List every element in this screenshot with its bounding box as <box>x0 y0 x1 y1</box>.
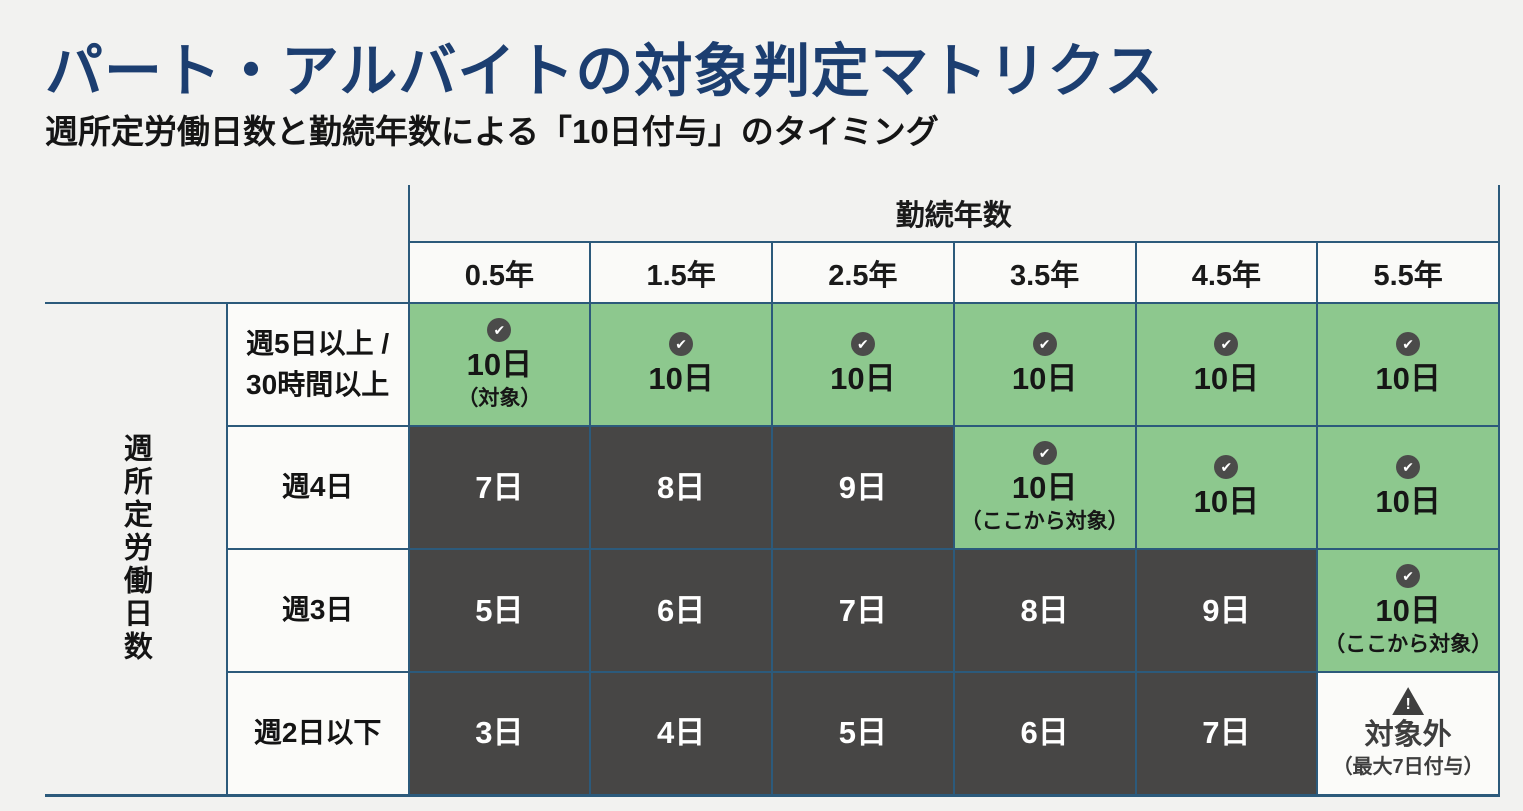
check-icon: ✔ <box>1396 455 1421 480</box>
page-title: パート・アルバイトの対象判定マトリクス <box>45 39 1164 104</box>
matrix-cell-r2c6: ✔ 10日 <box>1316 425 1500 550</box>
row-header-1: 週5日以上 / 30時間以上 <box>225 302 410 427</box>
row-header-line: 週4日 <box>281 471 354 503</box>
col-axis-row: 勤続年数 <box>45 185 1500 243</box>
matrix-cell-r3c6: ✔ 10日 （ここから対象） <box>1316 548 1500 673</box>
matrix-cell-r4c6: ! 対象外 （最大7日付与） <box>1316 671 1500 797</box>
cell-value: 7日 <box>838 592 887 628</box>
cell-value: 6日 <box>657 592 706 628</box>
cell-value: 対象外 <box>1364 719 1452 752</box>
matrix-cell-r2c1: 7日 <box>407 425 592 550</box>
cell-value: 10日 <box>830 361 896 397</box>
matrix-cell-r1c1: ✔ 10日 （対象） <box>407 302 592 427</box>
matrix-cell-r4c5: 7日 <box>1134 671 1319 797</box>
matrix-cell-r3c3: 7日 <box>771 548 955 673</box>
matrix-cell-r4c4: 6日 <box>952 671 1137 797</box>
column-header-6: 5.5年 <box>1316 241 1500 304</box>
cell-note: （対象） <box>457 386 542 410</box>
cell-value: 6日 <box>1020 715 1069 751</box>
check-icon: ✔ <box>487 318 512 343</box>
spacer-cell <box>45 242 409 303</box>
row-header-line: 30時間以上 <box>246 368 390 400</box>
cell-value: 8日 <box>1020 592 1069 628</box>
cell-value: 7日 <box>1202 715 1251 751</box>
cell-note: （ここから対象） <box>960 509 1129 533</box>
matrix-cell-r4c3: 5日 <box>771 671 955 797</box>
matrix-head: 勤続年数 0.5年 1.5年 2.5年 3.5年 4.5年 5.5年 <box>45 185 1500 304</box>
column-header-5: 4.5年 <box>1134 241 1319 304</box>
cell-value: 5日 <box>475 592 524 628</box>
matrix-row-4: 週2日以下 3日 4日 5日 6日 7日! 対象外 （最大7日付与） <box>45 671 1500 797</box>
cell-value: 3日 <box>475 715 524 751</box>
matrix-cell-r1c6: ✔ 10日 <box>1316 302 1500 427</box>
matrix-cell-r1c2: ✔ 10日 <box>589 302 773 427</box>
column-header-4: 3.5年 <box>952 241 1137 304</box>
cell-value: 10日 <box>1193 361 1260 397</box>
matrix-cell-r4c2: 4日 <box>589 671 773 797</box>
eligibility-matrix: 勤続年数 0.5年 1.5年 2.5年 3.5年 4.5年 5.5年 週所定労働日数 週5日… <box>45 185 1500 797</box>
row-header-2: 週4日 <box>225 425 410 550</box>
check-icon: ✔ <box>669 332 694 357</box>
cell-note: （ここから対象） <box>1324 632 1493 656</box>
check-icon: ✔ <box>1032 441 1057 466</box>
cell-value: 10日 <box>1375 593 1441 629</box>
matrix-cell-r2c2: 8日 <box>589 425 773 550</box>
check-icon: ✔ <box>1214 455 1239 480</box>
matrix-cell-r2c3: 9日 <box>771 425 955 550</box>
cell-value: 10日 <box>1193 484 1260 520</box>
matrix-cell-r1c3: ✔ 10日 <box>771 302 955 427</box>
matrix-cell-r4c1: 3日 <box>407 671 592 797</box>
matrix-cell-r2c5: ✔ 10日 <box>1134 425 1319 550</box>
column-header-row: 0.5年 1.5年 2.5年 3.5年 4.5年 5.5年 <box>45 241 1500 304</box>
cell-value: 8日 <box>657 469 706 505</box>
cell-value: 4日 <box>657 715 706 751</box>
cell-value: 9日 <box>838 469 887 505</box>
page-subtitle: 週所定労働日数と勤続年数による「10日付与」のタイミング <box>45 113 939 150</box>
matrix-body: 週所定労働日数 週5日以上 / 30時間以上 ✔ 10日 （対象） ✔ 10日 ✔ 10日 ✔ 10日… <box>45 302 1500 797</box>
cell-value: 10日 <box>1011 361 1078 397</box>
matrix-cell-r3c1: 5日 <box>407 548 592 673</box>
cell-value: 9日 <box>1202 592 1251 628</box>
cell-value: 10日 <box>1375 484 1441 520</box>
row-header-line: 週5日以上 / <box>246 327 390 359</box>
cell-value: 10日 <box>1375 361 1441 397</box>
cell-value: 10日 <box>648 361 714 397</box>
col-axis-label: 勤続年数 <box>407 185 1500 243</box>
column-header-2: 1.5年 <box>589 241 773 304</box>
cell-value: 10日 <box>466 347 533 383</box>
check-icon: ✔ <box>850 332 875 357</box>
matrix-cell-r3c4: 8日 <box>952 548 1137 673</box>
row-header-line: 週2日以下 <box>253 716 382 748</box>
matrix-cell-r1c4: ✔ 10日 <box>952 302 1137 427</box>
cell-note: （最大7日付与） <box>1332 756 1484 779</box>
matrix-cell-r3c5: 9日 <box>1134 548 1319 673</box>
matrix-cell-r2c4: ✔ 10日 （ここから対象） <box>952 425 1137 550</box>
cell-value: 10日 <box>1011 470 1078 506</box>
check-icon: ✔ <box>1032 332 1057 357</box>
matrix-cell-r1c5: ✔ 10日 <box>1134 302 1319 427</box>
check-icon: ✔ <box>1396 564 1421 589</box>
row-header-3: 週3日 <box>225 548 410 673</box>
cell-value: 7日 <box>475 469 524 505</box>
check-icon: ✔ <box>1396 332 1421 357</box>
cell-value: 5日 <box>838 715 887 751</box>
matrix-row-3: 週3日 5日 6日 7日 8日 9日 ✔ 10日 （ここから対象） <box>45 548 1500 673</box>
spacer-cell <box>45 185 409 242</box>
check-icon: ✔ <box>1214 332 1239 357</box>
row-axis-label: 週所定労働日数 <box>45 302 228 797</box>
matrix-cell-r3c2: 6日 <box>589 548 773 673</box>
column-header-1: 0.5年 <box>407 241 592 304</box>
warning-icon: ! <box>1392 687 1425 716</box>
row-header-4: 週2日以下 <box>225 671 410 797</box>
matrix-row-1: 週所定労働日数 週5日以上 / 30時間以上 ✔ 10日 （対象） ✔ 10日 ✔ 10日 ✔ 10日… <box>45 302 1500 797</box>
matrix-row-2: 週4日 7日 8日 9日 ✔ 10日 （ここから対象） ✔ 10日 ✔ 10日 <box>45 425 1500 550</box>
column-header-3: 2.5年 <box>771 241 955 304</box>
row-header-line: 週3日 <box>281 594 354 626</box>
